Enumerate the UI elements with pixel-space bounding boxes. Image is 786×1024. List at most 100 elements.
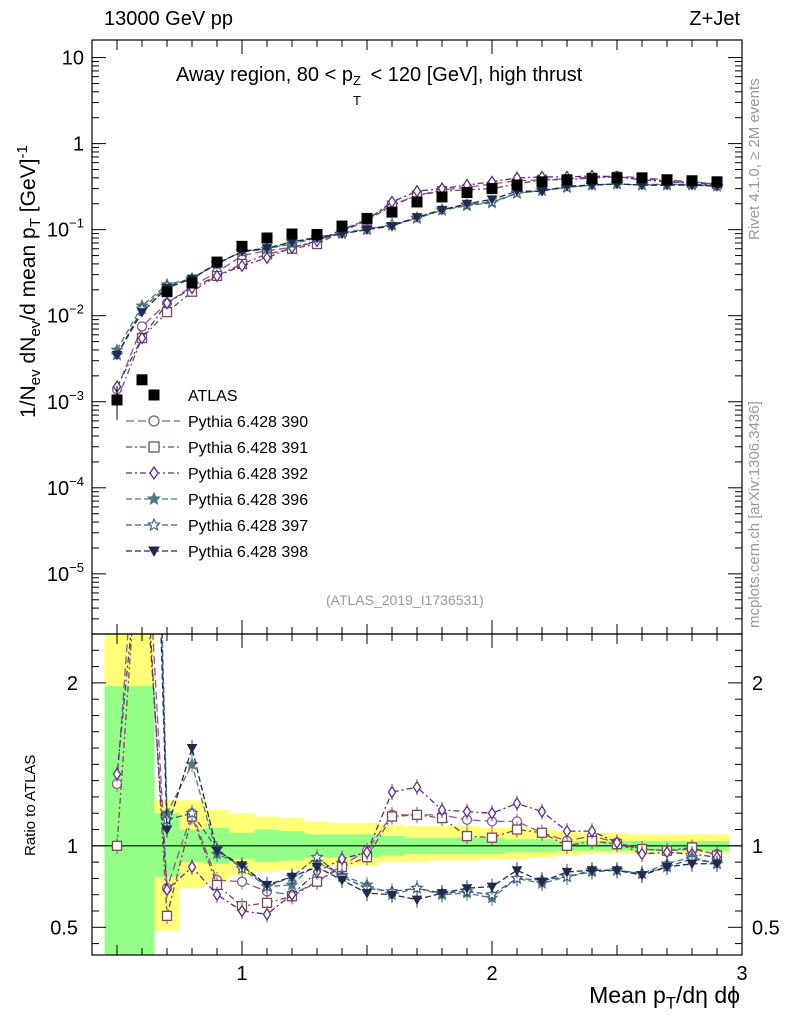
data-point: [511, 179, 523, 191]
ratio-series-6: [160, 634, 723, 908]
main-y-tick-label: 1: [73, 134, 84, 156]
series-point: [412, 780, 422, 794]
xlabel-part: /dη dϕ: [675, 982, 740, 1008]
series-point: [261, 897, 273, 909]
series-point: [486, 832, 498, 843]
series-point: [212, 888, 222, 902]
series-point: [336, 876, 348, 886]
series-point: [111, 840, 123, 851]
series-point: [212, 269, 222, 283]
subtitle-suffix: < 120 [GeV], high thrust: [364, 64, 583, 86]
legend-entry-5: Pythia 6.428 397: [126, 517, 308, 535]
legend-entry-2: Pythia 6.428 391: [126, 440, 308, 457]
tick-exponent: −5: [69, 560, 84, 575]
tick-base: 10: [62, 48, 84, 70]
series-point: [149, 465, 159, 481]
ylabel-part: dN: [17, 336, 40, 370]
legend-entry-1: Pythia 6.428 390: [126, 414, 308, 431]
data-point: [148, 389, 160, 401]
series-point: [211, 846, 223, 857]
main-series-line: [116, 176, 718, 401]
main-y-tick-label: 10−2: [47, 302, 84, 328]
ratio-y-tick-label: 1: [67, 836, 78, 858]
series-point: [136, 308, 148, 318]
ratio-y-axis-label: Ratio to ATLAS: [22, 754, 39, 856]
subtitle-sup: Z: [352, 73, 361, 88]
data-point: [261, 232, 273, 244]
series-point: [261, 244, 273, 254]
x-tick-label: 1: [236, 963, 247, 985]
series-point: [461, 199, 473, 210]
series-point: [537, 804, 547, 819]
series-point: [161, 825, 173, 836]
mcplots-label: mcplots.cern.ch [arXiv:1306.3436]: [746, 401, 763, 628]
series-point: [139, 514, 146, 525]
series-point: [148, 415, 160, 427]
series-point: [386, 222, 398, 232]
legend-label: Pythia 6.428 398: [188, 544, 308, 561]
series-point: [162, 883, 172, 897]
data-point: [436, 191, 448, 203]
series-point: [387, 785, 397, 799]
ratio-y-tick-label: 2: [67, 673, 78, 695]
series-point: [536, 877, 548, 888]
data-point: [186, 277, 198, 289]
data-point: [636, 172, 648, 184]
xlabel-sub: T: [665, 993, 676, 1013]
main-series-line: [116, 175, 718, 387]
series-point: [112, 767, 122, 781]
series-point: [236, 876, 248, 887]
ylabel-part: 1/N: [17, 385, 40, 418]
ratio-series-3: [112, 514, 722, 923]
data-point: [111, 394, 123, 406]
series-point: [436, 205, 448, 216]
main-y-axis-label: 1/Nev dNev/d mean pT [GeV]-1: [14, 145, 44, 418]
series-point: [586, 866, 598, 876]
legend-entry-data: ATLAS: [148, 388, 238, 405]
tick-base: 10: [47, 392, 69, 414]
series-point: [187, 860, 197, 874]
ratio-y-tick-label: 0.5: [50, 917, 78, 939]
main-series: [110, 169, 724, 420]
main-y-tick-label: 10: [62, 48, 84, 70]
series-point: [612, 835, 622, 850]
series-point: [237, 904, 247, 918]
main-y-tick-label: 10−3: [47, 388, 84, 414]
data-point: [361, 212, 373, 224]
data-point: [211, 256, 223, 268]
legend-label: Pythia 6.428 390: [188, 414, 308, 431]
series-point: [637, 847, 647, 861]
tick-base: 10: [47, 306, 69, 328]
ylabel-sub: ev: [27, 320, 45, 337]
data-point: [236, 240, 248, 252]
tick-exponent: −2: [69, 302, 84, 317]
tick-base: 1: [73, 134, 84, 156]
series-point: [511, 824, 523, 835]
series-point: [487, 806, 497, 820]
tick-base: 10: [47, 220, 69, 242]
series-point: [261, 880, 273, 891]
legend-label: Pythia 6.428 396: [188, 492, 308, 509]
x-tick-label: 3: [736, 963, 747, 985]
series-point: [138, 483, 147, 492]
data-point: [286, 228, 298, 240]
data-point: [536, 176, 548, 188]
series-point: [562, 824, 572, 838]
ylabel-part: [GeV]: [17, 158, 40, 219]
series-point: [437, 803, 447, 817]
subtitle-prefix: Away region, 80 < p: [176, 64, 353, 86]
series-point: [411, 809, 423, 821]
series-point: [461, 884, 473, 894]
series-point: [511, 866, 523, 876]
series-point: [311, 863, 323, 873]
main-y-tick-label: 10−4: [47, 474, 84, 500]
analysis-tag: (ATLAS_2019_I1736531): [326, 592, 484, 608]
legend-label: Pythia 6.428 392: [188, 466, 308, 483]
series-point: [386, 811, 398, 822]
series-point: [136, 321, 148, 332]
data-point: [611, 172, 623, 184]
data-point: [136, 374, 148, 386]
series-point: [137, 331, 147, 345]
